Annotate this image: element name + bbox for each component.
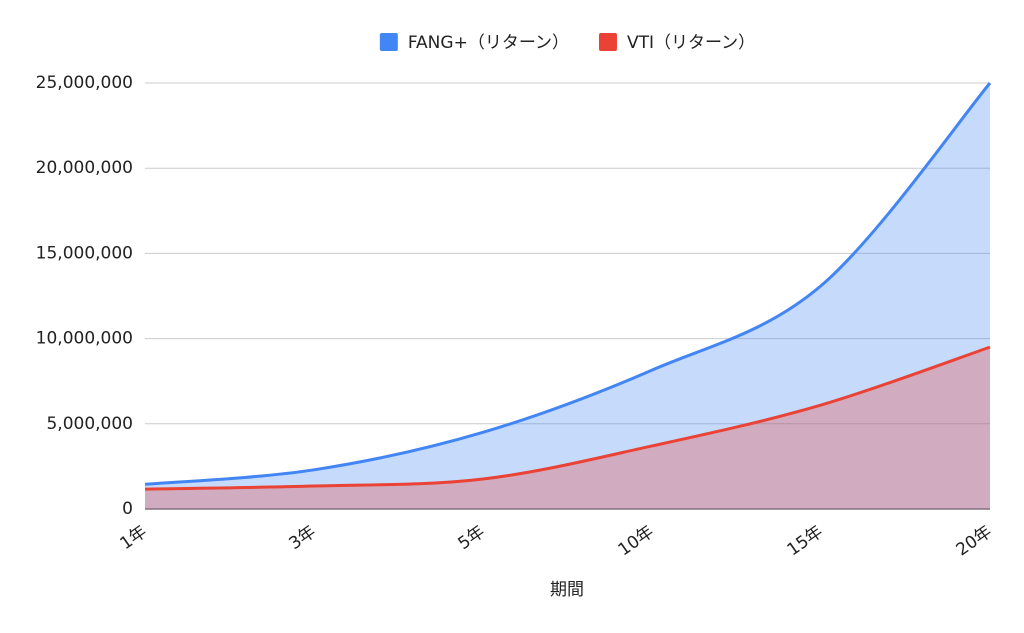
line (144, 345, 991, 491)
line (144, 82, 992, 486)
x-tick-label: 15年 (784, 522, 827, 561)
legend: FANG+（リターン） VTI（リターン） (379, 33, 755, 53)
x-tick-label: 20年 (953, 522, 996, 561)
x-tick-label: 10年 (615, 522, 658, 561)
x-tick-label: 1年 (116, 522, 150, 554)
area (145, 83, 990, 509)
legend-label: FANG+（リターン） (408, 33, 569, 53)
y-tick-label: 10,000,000 (36, 329, 133, 349)
y-tick-label: 15,000,000 (36, 243, 133, 263)
x-tick-label: 5年 (454, 522, 488, 554)
legend-swatch (379, 33, 398, 51)
y-tick-label: 5,000,000 (46, 414, 133, 434)
y-tick-label: 0 (122, 499, 133, 519)
area (145, 347, 990, 509)
legend-swatch (598, 33, 617, 51)
x-axis-title: 期間 (550, 580, 584, 600)
x-tick-label: 3年 (285, 522, 319, 554)
legend-label: VTI（リターン） (627, 33, 755, 53)
y-tick-label: 25,000,000 (36, 73, 133, 93)
y-tick-label: 20,000,000 (36, 158, 133, 178)
